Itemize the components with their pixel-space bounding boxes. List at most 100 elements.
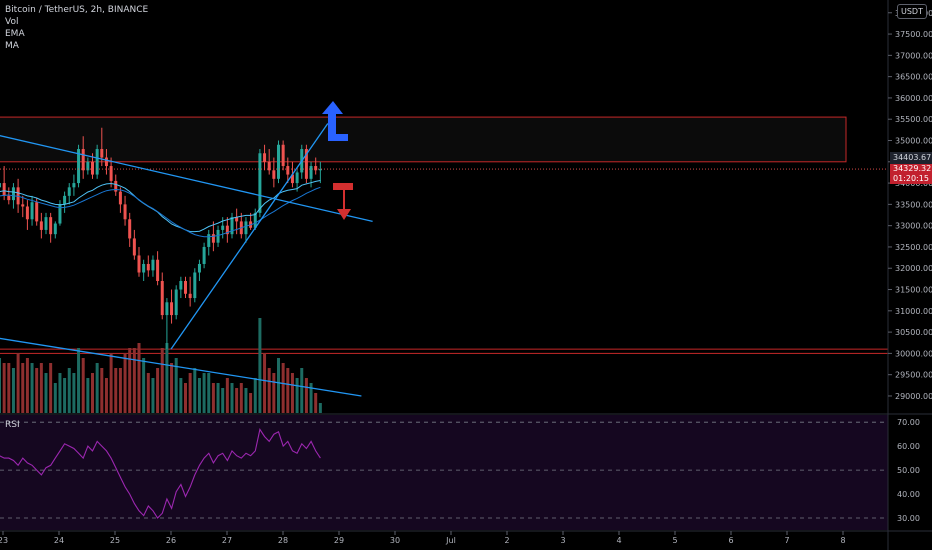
volume-bar: [281, 363, 285, 413]
candle-body: [95, 149, 99, 175]
time-tick-label: 23: [0, 536, 8, 545]
time-tick-label: 4: [616, 536, 621, 545]
candle-body: [286, 166, 290, 175]
candle-body: [304, 149, 308, 179]
legend-ema[interactable]: EMA: [5, 29, 25, 39]
legend-vol[interactable]: Vol: [5, 17, 19, 27]
candle-body: [146, 263, 150, 271]
volume-bar: [318, 403, 322, 413]
candle-body: [235, 217, 239, 222]
time-tick-label: 25: [110, 536, 120, 545]
candle-body: [81, 149, 85, 171]
time-tick-label: 7: [784, 536, 789, 545]
volume-bar: [277, 358, 280, 413]
candle-body: [165, 302, 169, 316]
candle-body: [86, 161, 90, 171]
volume-bar: [123, 353, 127, 413]
price-tick-label: 29500.00: [895, 371, 932, 380]
trendlines: [0, 123, 373, 397]
price-tick-label: 37000.00: [895, 51, 932, 60]
volume-bar: [286, 368, 290, 413]
volume-bar: [300, 368, 304, 413]
up-arrow-icon: [322, 101, 348, 141]
candle-body: [2, 183, 6, 196]
volume-bar: [165, 343, 169, 413]
volume-bar: [253, 378, 257, 413]
price-tick-label: 33500.00: [895, 200, 932, 209]
currency-unit-badge[interactable]: USDT: [897, 4, 927, 19]
candle-body: [11, 187, 15, 201]
candle-body: [267, 161, 271, 171]
volume-bar: [211, 383, 215, 413]
symbol-title[interactable]: Bitcoin / TetherUS, 2h, BINANCE: [5, 5, 149, 15]
candle-body: [72, 183, 76, 188]
candle-body: [156, 259, 160, 282]
volume-bar: [95, 363, 99, 413]
candle-body: [179, 281, 183, 290]
candle-body: [193, 272, 197, 299]
volume-bar: [184, 383, 187, 413]
candle-body: [7, 195, 11, 201]
candle-body: [44, 217, 48, 230]
volume-bar: [109, 353, 113, 413]
candle-body: [100, 149, 104, 158]
volume-bars: [0, 318, 322, 413]
candle-body: [263, 153, 267, 162]
rsi-legend[interactable]: RSI: [5, 420, 20, 430]
candle-body: [104, 157, 108, 167]
volume-bar: [35, 368, 39, 413]
candle-body: [197, 263, 201, 273]
volume-bar: [63, 378, 67, 413]
volume-bar: [7, 363, 11, 413]
candle-body: [118, 191, 122, 205]
candle-body: [244, 221, 248, 235]
candle-body: [77, 149, 81, 184]
time-tick-label: 5: [672, 536, 677, 545]
price-zones: [0, 116, 889, 354]
candle-body: [21, 204, 25, 207]
volume-bar: [151, 378, 155, 413]
rsi-background: [0, 415, 888, 530]
ma-line: [0, 186, 321, 238]
rsi-line: [0, 427, 321, 519]
volume-bar: [44, 373, 48, 413]
volume-bar: [114, 368, 118, 413]
volume-bar: [160, 348, 164, 413]
legend-ma[interactable]: MA: [5, 41, 19, 51]
volume-bar: [230, 383, 234, 413]
volume-bar: [290, 373, 294, 413]
volume-bar: [244, 388, 248, 413]
price-tick-label: 29000.00: [895, 392, 932, 401]
volume-bar: [11, 368, 15, 413]
volume-bar: [193, 368, 197, 413]
volume-bar: [225, 378, 229, 413]
volume-bar: [58, 373, 62, 413]
volume-bar: [235, 388, 239, 413]
volume-bar: [179, 378, 183, 413]
candle-body: [170, 302, 174, 316]
candle-body: [318, 169, 322, 171]
trendline-lower-descending: [0, 337, 362, 397]
volume-bar: [309, 383, 313, 413]
volume-bar: [249, 393, 253, 413]
volume-bar: [81, 358, 85, 413]
candle-body: [63, 195, 67, 205]
volume-bar: [2, 363, 6, 413]
time-tick-label: 28: [278, 536, 288, 545]
volume-bar: [0, 358, 1, 413]
candle-body: [295, 172, 299, 184]
candle-body: [258, 153, 262, 213]
last-price-value: 34329.32: [893, 164, 932, 173]
volume-bar: [207, 373, 211, 413]
candle-body: [91, 161, 94, 175]
candle-body: [30, 202, 34, 220]
indicator-lines: [0, 168, 888, 238]
volume-bar: [137, 343, 141, 413]
volume-bar: [21, 363, 25, 413]
time-tick-label: Jul: [445, 536, 456, 545]
volume-bar: [25, 358, 29, 413]
grid: [0, 413, 932, 530]
volume-bar: [49, 363, 53, 413]
volume-bar: [314, 393, 318, 413]
